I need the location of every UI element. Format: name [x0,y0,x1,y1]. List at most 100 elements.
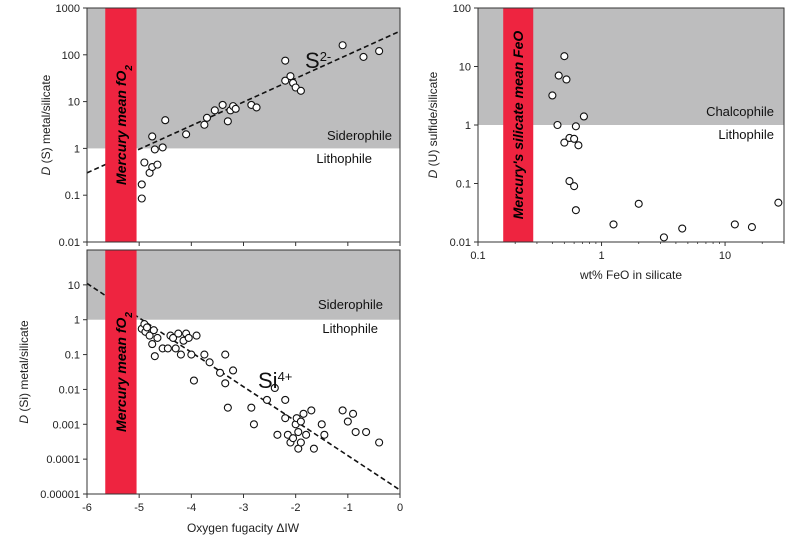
sulfur-data-point [148,132,157,141]
sulfur-y-tick-label: 0.1 [65,190,80,202]
silicon-data-point [270,383,279,393]
sulfur-data-point [359,52,368,61]
uranium-data-point [634,199,643,208]
sulfur-shade [87,8,400,149]
silicon-data-point [153,333,162,342]
sulfur-y-tick-label: 0.01 [59,237,80,249]
silicon-data-point [249,420,258,429]
silicon-y-tick-label: 10 [68,280,80,292]
uranium-zone-lower: Lithophile [718,127,774,142]
uranium-x-tick-label: 0.1 [470,250,485,262]
sulfur-fit-line [86,30,401,174]
sulfur-data-point [137,180,146,189]
sulfur-y-tick-label: 1 [74,143,80,155]
silicon-x-tick-label: -6 [82,502,92,514]
silicon-points [137,320,384,453]
sulfur-species-label: S2- [305,48,331,73]
sulfur-data-point [202,113,212,122]
sulfur-data-point [182,130,191,139]
uranium-y-tick-label: 100 [453,3,471,15]
silicon-data-point [262,395,272,404]
silicon-zone-lower: Lithophile [322,321,378,336]
silicon-data-point [362,427,371,437]
uranium-x-ticks: 0.1 1 10 [470,242,785,262]
uranium-data-point [747,223,756,232]
silicon-x-tick-label: 0 [397,502,403,514]
uranium-y-tick-label: 0.1 [456,179,471,191]
silicon-fit-line [86,282,401,491]
sulfur-y-tick-label: 10 [68,97,80,109]
uranium-data-point [571,206,580,215]
sulfur-zone-lower: Lithophile [316,151,372,166]
uranium-data-point [570,134,579,143]
uranium-data-point [571,122,580,131]
uranium-band [503,8,534,242]
silicon-data-point [289,434,298,443]
silicon-data-point [351,427,360,437]
uranium-data-point [659,233,668,242]
uranium-x-axis-label: wt% FeO in silicate [579,268,682,282]
sulfur-points [137,41,384,203]
uranium-data-point [574,141,583,150]
sulfur-data-point [375,47,384,56]
sulfur-data-point [137,194,146,203]
uranium-data-point [560,138,569,147]
silicon-data-point [184,333,193,342]
sulfur-band-label: Mercury mean fO2 [113,65,134,185]
uranium-data-point [570,182,579,191]
sulfur-data-point [218,100,227,109]
uranium-x-tick-label: 1 [598,250,604,262]
silicon-data-point [169,333,178,342]
silicon-x-tick-label: -5 [134,502,144,514]
sulfur-data-point [296,86,305,95]
sulfur-data-point [281,56,290,65]
uranium-data-point [609,220,618,229]
panel-silicon: Mercury mean fO2 0.000010.00010.0010.010… [17,249,403,535]
silicon-data-point [343,417,352,426]
panel-uranium: Mercury's silicate mean FeO 0.010.111010… [426,3,785,282]
silicon-data-point [317,420,326,429]
silicon-x-axis-label: Oxygen fugacity ΔIW [187,521,300,535]
silicon-data-point [192,331,201,340]
uranium-y-ticks: 0.01 0.1 1 10 100 [450,3,478,249]
silicon-data-point [338,406,347,415]
sulfur-data-point [281,76,290,85]
silicon-band-label: Mercury mean fO2 [113,312,134,432]
silicon-data-point [215,368,225,377]
silicon-band [105,250,137,494]
silicon-data-point [294,427,303,437]
sulfur-data-point [150,145,159,154]
silicon-data-point [302,430,311,439]
silicon-y-tick-label: 0.00001 [40,489,80,501]
silicon-data-point [281,395,290,404]
silicon-data-point [375,438,384,447]
silicon-data-point [145,331,154,340]
sulfur-y-tick-label: 1000 [56,3,80,15]
silicon-y-tick-label: 1 [74,315,80,327]
sulfur-data-point [158,143,167,152]
sulfur-x-ticks [86,242,401,246]
silicon-y-ticks: 0.00001 0.0001 0.001 0.01 0.1 1 10 [40,280,87,501]
silicon-data-point [296,417,305,426]
sulfur-data-point [161,116,170,125]
silicon-data-point [205,358,214,367]
silicon-data-point [171,344,180,353]
silicon-data-point [149,326,158,335]
silicon-data-point [187,350,196,359]
silicon-zone-upper: Siderophile [318,297,383,312]
uranium-data-point [678,224,687,233]
silicon-data-point [148,340,157,349]
uranium-data-point [560,52,569,61]
sulfur-data-point [140,158,149,167]
silicon-y-tick-label: 0.1 [65,350,80,362]
sulfur-data-point [223,117,232,126]
uranium-data-point [562,75,571,84]
sulfur-y-tick-label: 100 [62,50,80,62]
silicon-data-point [221,350,230,359]
silicon-data-point [142,323,152,332]
silicon-data-point [307,406,316,415]
silicon-data-point [189,376,198,385]
silicon-data-point [200,350,209,359]
uranium-data-point [554,71,563,80]
uranium-data-point [579,112,588,121]
